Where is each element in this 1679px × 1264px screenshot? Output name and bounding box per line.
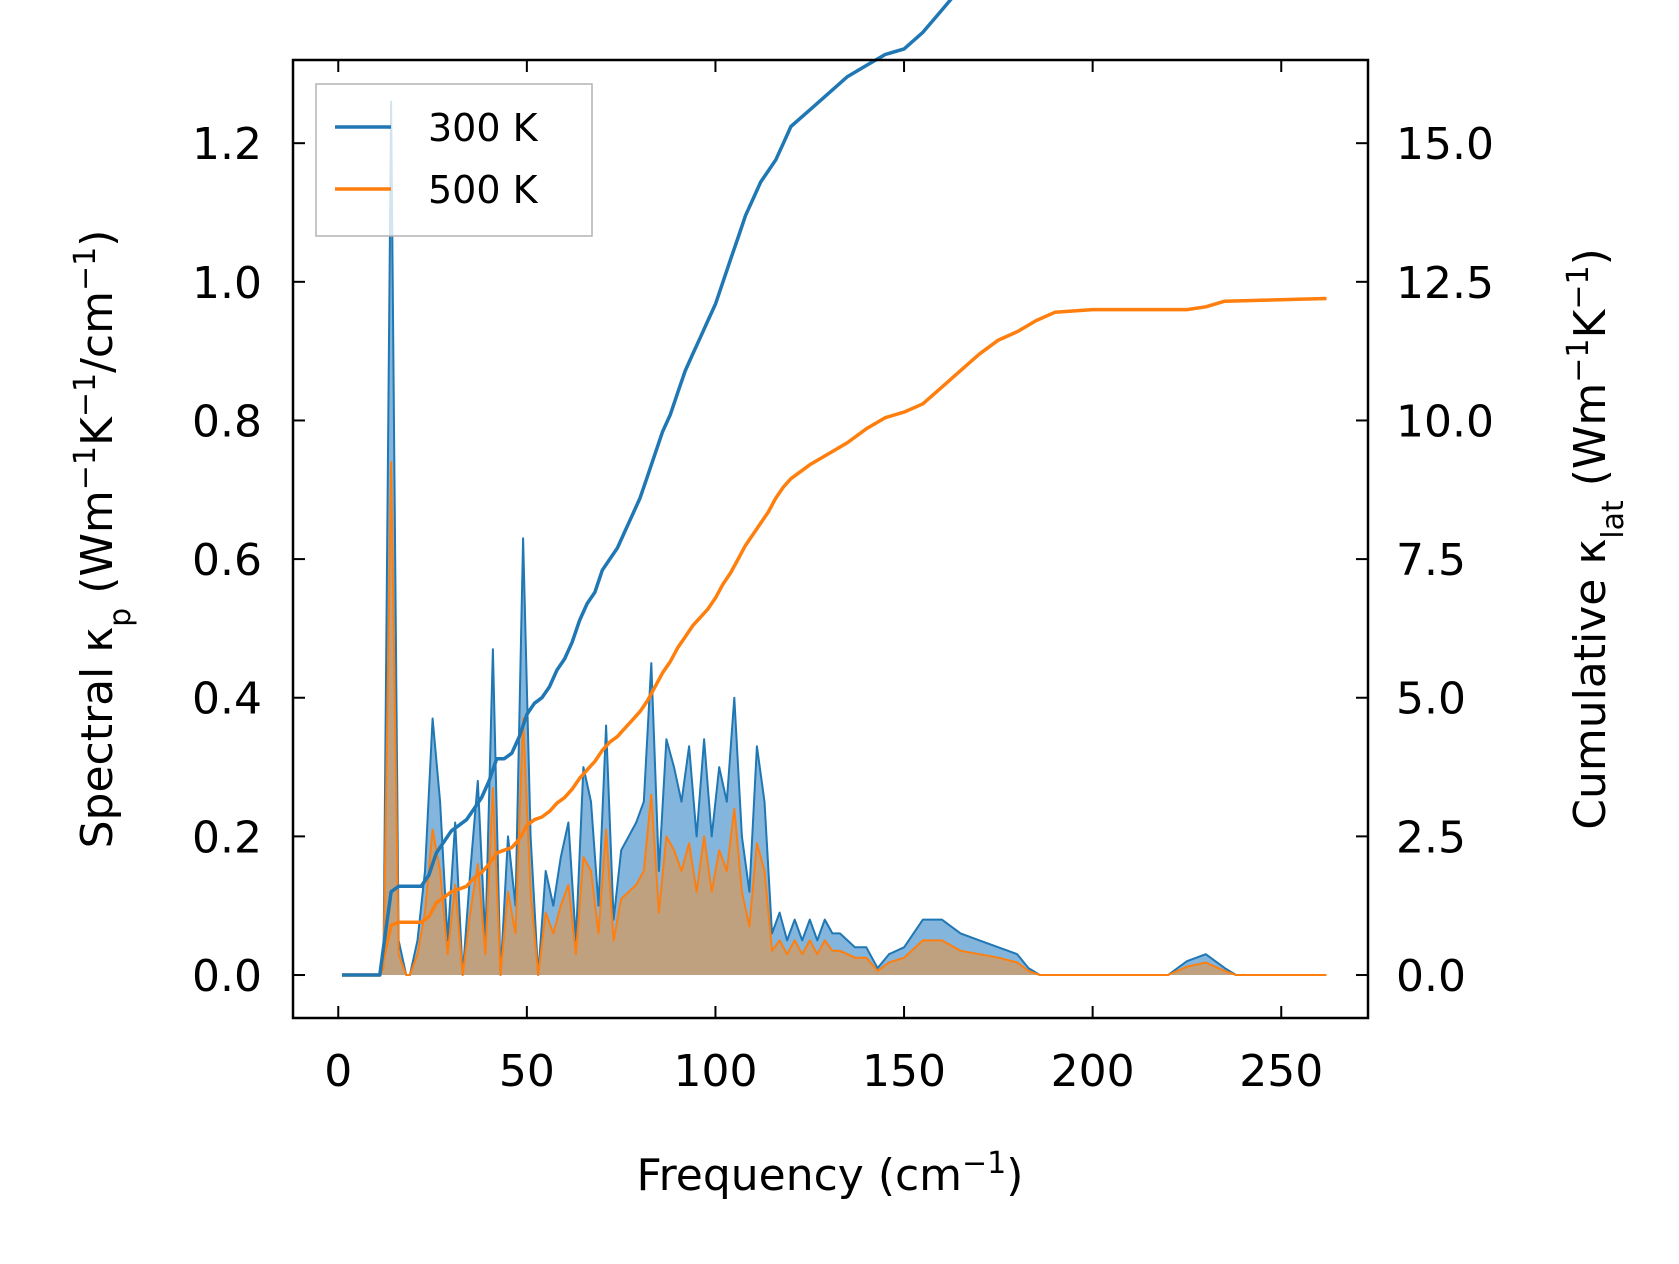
- x-tick-label: 0: [324, 1046, 352, 1097]
- spectral-500k-area: [342, 462, 1327, 976]
- y-left-tick-label: 0.0: [192, 951, 262, 1002]
- y-right-tick-label: 15.0: [1396, 119, 1494, 170]
- y-left-tick-label: 0.4: [192, 674, 262, 725]
- x-axis-title: Frequency (cm−1): [637, 1146, 1024, 1202]
- y-right-tick-label: 10.0: [1396, 396, 1494, 447]
- y-right-tick-label: 12.5: [1396, 258, 1494, 309]
- plot-frame: [291, 58, 1370, 1020]
- x-tick-label: 250: [1239, 1046, 1323, 1097]
- legend-label-300k: 300 K: [428, 106, 539, 150]
- y-right-tick-label: 5.0: [1396, 674, 1466, 725]
- y-left-tick-label: 0.6: [192, 535, 262, 586]
- y-right-tick-label: 7.5: [1396, 535, 1466, 586]
- cumulative-300k-line: [342, 0, 953, 977]
- spectral-300k-line: [342, 100, 1327, 976]
- y-left-tick-label: 1.0: [192, 258, 262, 309]
- spectral-500k-line: [342, 461, 1327, 976]
- cumulative-500k-line: [342, 296, 1327, 977]
- y-left-axis-title: Spectral κp (Wm−1K−1/cm−1): [68, 230, 138, 849]
- axis-tick-labels: 0 50 100 150 200 250 0.0 0.2 0.4 0.6 0.8 1.0 1.2 0.0 2…: [192, 119, 1494, 1097]
- y-left-tick-label: 0.2: [192, 812, 262, 863]
- x-tick-label: 200: [1051, 1046, 1135, 1097]
- y-right-tick-label: 2.5: [1396, 812, 1466, 863]
- spectral-fills: [342, 101, 1327, 976]
- axis-ticks: [293, 60, 1368, 1018]
- legend-label-500k: 500 K: [428, 168, 539, 212]
- x-tick-label: 100: [673, 1046, 757, 1097]
- y-left-tick-label: 1.2: [192, 119, 262, 170]
- x-tick-label: 50: [499, 1046, 555, 1097]
- legend: 300 K 500 K: [315, 83, 593, 237]
- series-lines: [342, 0, 1327, 977]
- y-right-tick-label: 0.0: [1396, 951, 1466, 1002]
- y-right-axis-title: Cumulative κlat (Wm−1K−1): [1561, 248, 1631, 830]
- legend-box: [315, 83, 593, 237]
- x-tick-label: 150: [862, 1046, 946, 1097]
- y-left-tick-label: 0.8: [192, 396, 262, 447]
